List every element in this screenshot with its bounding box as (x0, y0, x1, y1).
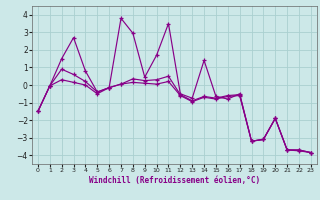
X-axis label: Windchill (Refroidissement éolien,°C): Windchill (Refroidissement éolien,°C) (89, 176, 260, 185)
